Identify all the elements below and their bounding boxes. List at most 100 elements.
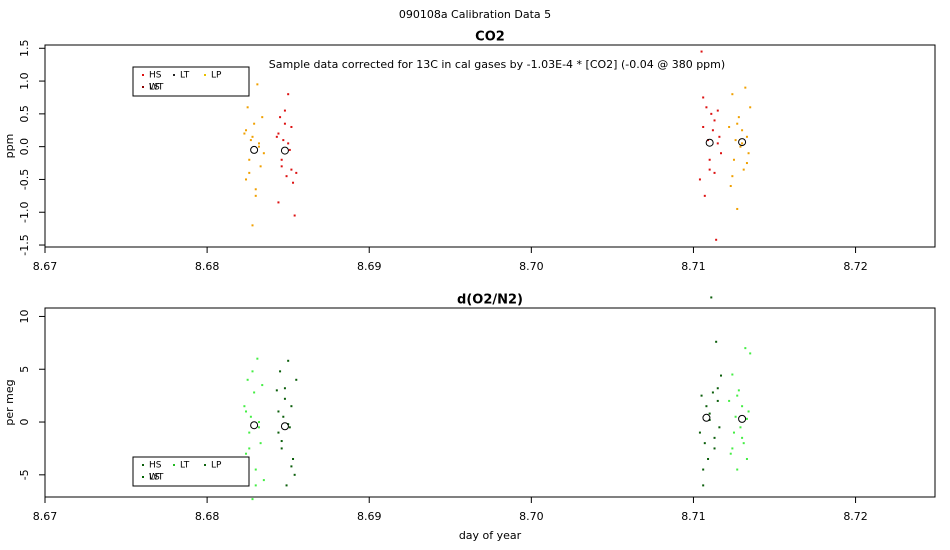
legend-swatch bbox=[142, 86, 144, 88]
data-point bbox=[293, 214, 296, 217]
data-point bbox=[259, 442, 262, 445]
data-point bbox=[287, 142, 290, 145]
data-point bbox=[741, 405, 744, 408]
data-point bbox=[243, 405, 246, 408]
x-tick-label: 8.71 bbox=[681, 510, 706, 523]
y-tick-label: 5 bbox=[18, 366, 31, 373]
data-point bbox=[248, 158, 251, 161]
data-point bbox=[747, 410, 750, 413]
data-point bbox=[702, 125, 705, 128]
data-point bbox=[708, 168, 711, 171]
data-point bbox=[707, 139, 710, 142]
data-point bbox=[251, 224, 254, 227]
x-tick-label: 8.72 bbox=[843, 510, 868, 523]
data-point bbox=[713, 447, 716, 450]
data-point bbox=[287, 93, 290, 96]
data-point bbox=[749, 106, 752, 109]
data-point bbox=[279, 370, 282, 373]
data-point bbox=[731, 447, 734, 450]
mean-marker bbox=[280, 422, 289, 431]
data-point bbox=[742, 442, 745, 445]
annotation: Sample data corrected for 13C in cal gas… bbox=[269, 58, 725, 71]
data-point bbox=[282, 415, 285, 418]
legend-swatch bbox=[142, 74, 144, 76]
data-point bbox=[249, 139, 252, 142]
data-point bbox=[256, 357, 259, 360]
data-point bbox=[292, 457, 295, 460]
data-point bbox=[261, 116, 264, 119]
legend-label: WT bbox=[149, 473, 164, 483]
data-point bbox=[742, 168, 745, 171]
legend-swatch bbox=[173, 74, 175, 76]
data-point bbox=[251, 370, 254, 373]
x-tick-label: 8.68 bbox=[195, 260, 220, 273]
data-point bbox=[744, 86, 747, 89]
data-point bbox=[745, 135, 748, 138]
mean-marker bbox=[738, 138, 747, 147]
data-point bbox=[293, 473, 296, 476]
data-point bbox=[257, 426, 260, 429]
data-point bbox=[288, 426, 291, 429]
data-point bbox=[737, 116, 740, 119]
data-point bbox=[713, 119, 716, 122]
legend-box bbox=[132, 66, 250, 97]
data-point bbox=[257, 142, 260, 145]
data-point bbox=[698, 431, 701, 434]
data-point bbox=[710, 112, 713, 115]
data-point bbox=[290, 405, 293, 408]
data-point bbox=[277, 132, 280, 135]
legend-swatch bbox=[173, 464, 175, 466]
data-point bbox=[288, 148, 291, 151]
mean-marker bbox=[702, 413, 711, 422]
plot-frame bbox=[44, 307, 936, 498]
data-point bbox=[732, 158, 735, 161]
data-point bbox=[745, 457, 748, 460]
data-point bbox=[280, 447, 283, 450]
panel-title: d(O2/N2) bbox=[457, 293, 523, 308]
legend-label: LP bbox=[211, 71, 222, 81]
data-point bbox=[749, 352, 752, 355]
data-point bbox=[290, 465, 293, 468]
data-point bbox=[254, 194, 257, 197]
data-point bbox=[280, 440, 283, 443]
data-point bbox=[734, 415, 737, 418]
legend-label: HS bbox=[149, 71, 162, 81]
y-tick-label: 0.0 bbox=[18, 138, 31, 156]
data-point bbox=[736, 468, 739, 471]
data-point bbox=[261, 384, 264, 387]
data-point bbox=[280, 158, 283, 161]
data-point bbox=[737, 389, 740, 392]
data-point bbox=[731, 175, 734, 178]
y-axis-label: per meg bbox=[3, 379, 16, 425]
y-tick-label: 1.0 bbox=[18, 72, 31, 90]
data-point bbox=[246, 378, 249, 381]
legend-label: LT bbox=[180, 71, 190, 81]
data-point bbox=[253, 391, 256, 394]
data-point bbox=[295, 171, 298, 174]
x-tick-label: 8.70 bbox=[519, 510, 544, 523]
x-tick-label: 8.69 bbox=[357, 260, 382, 273]
data-point bbox=[741, 436, 744, 439]
data-point bbox=[736, 207, 739, 210]
y-tick-label: -0.5 bbox=[18, 169, 31, 190]
data-point bbox=[715, 340, 718, 343]
data-point bbox=[283, 109, 286, 112]
data-point bbox=[741, 129, 744, 132]
data-point bbox=[711, 129, 714, 132]
data-point bbox=[708, 412, 711, 415]
data-point bbox=[700, 50, 703, 53]
data-point bbox=[718, 426, 721, 429]
data-point bbox=[720, 152, 723, 155]
data-point bbox=[716, 142, 719, 145]
y-tick-label: 1.5 bbox=[18, 40, 31, 58]
data-point bbox=[248, 431, 251, 434]
data-point bbox=[745, 417, 748, 420]
data-point bbox=[245, 129, 248, 132]
legend-label: HS bbox=[149, 461, 162, 471]
page-title: 090108a Calibration Data 5 bbox=[399, 8, 551, 21]
data-point bbox=[708, 158, 711, 161]
legend-label: LS bbox=[149, 473, 160, 483]
data-point bbox=[245, 452, 248, 455]
data-point bbox=[290, 125, 293, 128]
